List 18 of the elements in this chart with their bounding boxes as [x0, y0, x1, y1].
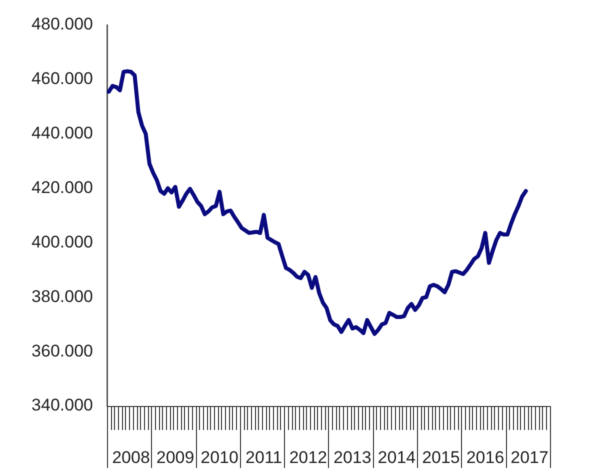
y-tick-label: 460.000 [32, 69, 93, 88]
x-tick-label: 2016 [466, 448, 504, 467]
y-tick-label: 400.000 [32, 232, 93, 252]
x-tick-label: 2009 [156, 448, 194, 467]
x-tick-label: 2017 [510, 448, 548, 467]
y-tick-label: 380.000 [32, 286, 93, 306]
y-tick-label: 360.000 [32, 341, 93, 360]
x-tick-label: 2011 [246, 448, 282, 467]
x-tick-label: 2015 [422, 448, 460, 467]
y-tick-label: 340.000 [32, 396, 93, 415]
x-tick-label: 2008 [112, 448, 150, 467]
y-tick-label: 440.000 [32, 124, 93, 143]
x-tick-label: 2010 [200, 448, 238, 467]
x-tick-label: 2012 [289, 448, 328, 467]
y-tick-label: 480.000 [32, 14, 93, 34]
x-tick-label: 2013 [333, 448, 372, 467]
y-tick-label: 420.000 [32, 178, 93, 197]
x-tick-label: 2014 [378, 448, 416, 467]
